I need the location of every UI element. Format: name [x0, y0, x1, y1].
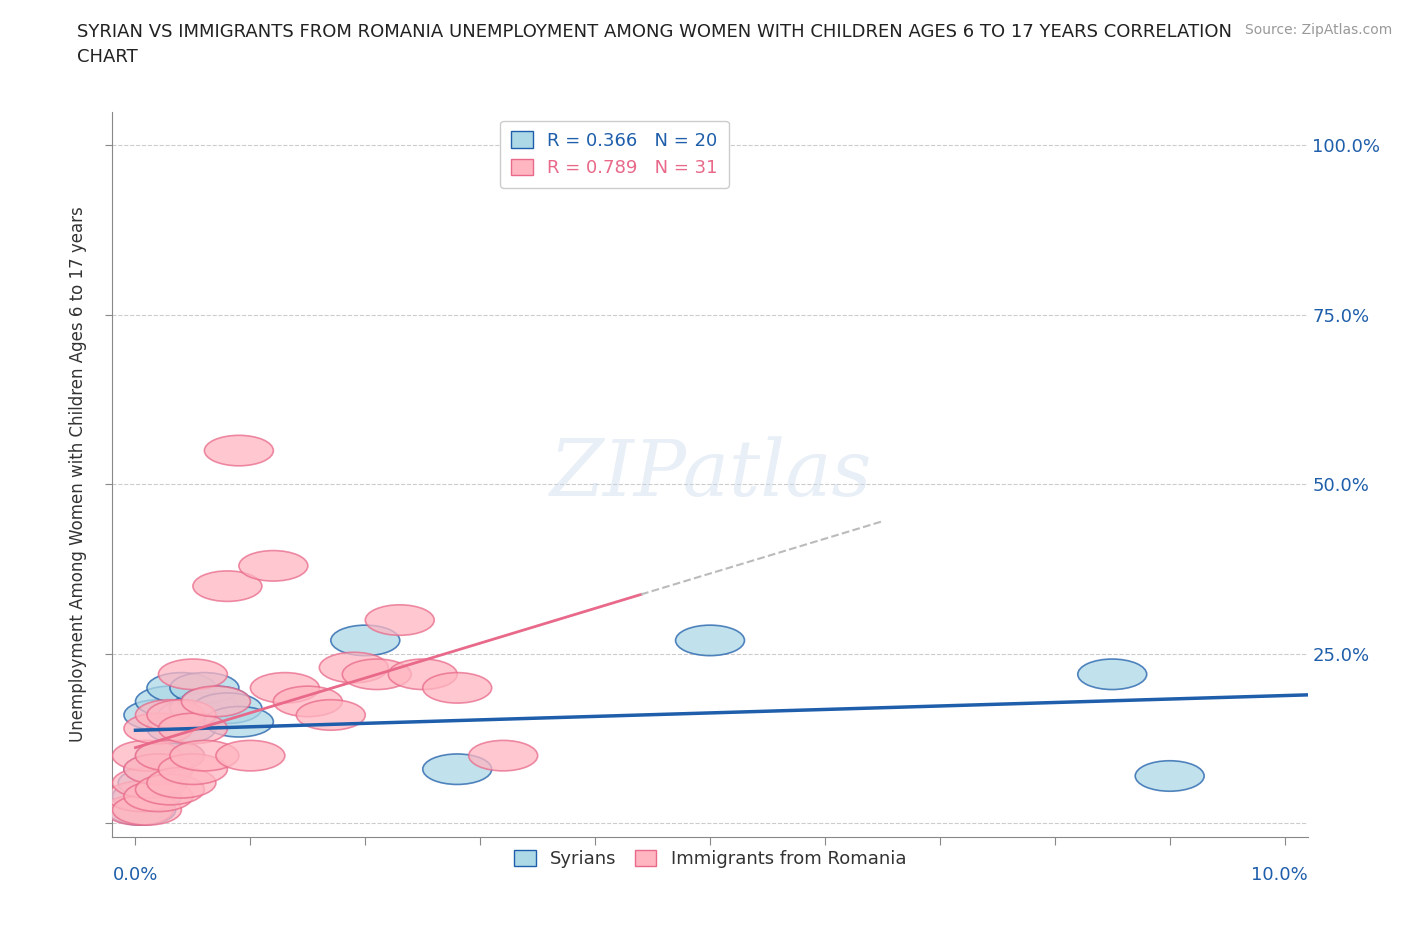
Ellipse shape: [135, 775, 204, 804]
Ellipse shape: [675, 625, 745, 656]
Ellipse shape: [388, 659, 457, 689]
Ellipse shape: [170, 693, 239, 724]
Ellipse shape: [423, 672, 492, 703]
Ellipse shape: [112, 794, 181, 825]
Ellipse shape: [170, 672, 239, 703]
Ellipse shape: [330, 625, 399, 656]
Ellipse shape: [319, 652, 388, 683]
Legend: Syrians, Immigrants from Romania: Syrians, Immigrants from Romania: [506, 843, 914, 875]
Ellipse shape: [342, 659, 412, 689]
Ellipse shape: [112, 781, 181, 812]
Ellipse shape: [181, 686, 250, 717]
Ellipse shape: [148, 672, 217, 703]
Ellipse shape: [148, 699, 217, 730]
Ellipse shape: [124, 781, 193, 812]
Text: CHART: CHART: [77, 48, 138, 66]
Ellipse shape: [104, 794, 173, 825]
Ellipse shape: [124, 713, 193, 744]
Ellipse shape: [135, 740, 204, 771]
Ellipse shape: [250, 672, 319, 703]
Text: 10.0%: 10.0%: [1251, 866, 1308, 884]
Ellipse shape: [217, 740, 285, 771]
Ellipse shape: [107, 781, 176, 812]
Ellipse shape: [107, 794, 176, 825]
Y-axis label: Unemployment Among Women with Children Ages 6 to 17 years: Unemployment Among Women with Children A…: [69, 206, 87, 742]
Ellipse shape: [204, 707, 273, 737]
Ellipse shape: [159, 754, 228, 785]
Text: ZIPatlas: ZIPatlas: [548, 436, 872, 512]
Ellipse shape: [118, 767, 187, 798]
Ellipse shape: [468, 740, 537, 771]
Text: Source: ZipAtlas.com: Source: ZipAtlas.com: [1244, 23, 1392, 37]
Ellipse shape: [193, 693, 262, 724]
Ellipse shape: [135, 699, 204, 730]
Ellipse shape: [170, 740, 239, 771]
Ellipse shape: [124, 754, 193, 785]
Text: 0.0%: 0.0%: [112, 866, 157, 884]
Ellipse shape: [1078, 659, 1147, 689]
Ellipse shape: [366, 604, 434, 635]
Ellipse shape: [159, 699, 228, 730]
Ellipse shape: [273, 686, 342, 717]
Ellipse shape: [297, 699, 366, 730]
Ellipse shape: [124, 699, 193, 730]
Ellipse shape: [112, 740, 181, 771]
Ellipse shape: [135, 740, 204, 771]
Ellipse shape: [193, 571, 262, 602]
Text: SYRIAN VS IMMIGRANTS FROM ROMANIA UNEMPLOYMENT AMONG WOMEN WITH CHILDREN AGES 6 : SYRIAN VS IMMIGRANTS FROM ROMANIA UNEMPL…: [77, 23, 1232, 41]
Ellipse shape: [159, 713, 228, 744]
Ellipse shape: [204, 435, 273, 466]
Ellipse shape: [239, 551, 308, 581]
Ellipse shape: [159, 659, 228, 689]
Ellipse shape: [124, 754, 193, 785]
Ellipse shape: [135, 686, 204, 717]
Ellipse shape: [148, 713, 217, 744]
Ellipse shape: [112, 767, 181, 798]
Ellipse shape: [148, 767, 217, 798]
Ellipse shape: [181, 686, 250, 717]
Ellipse shape: [423, 754, 492, 785]
Ellipse shape: [1135, 761, 1204, 791]
